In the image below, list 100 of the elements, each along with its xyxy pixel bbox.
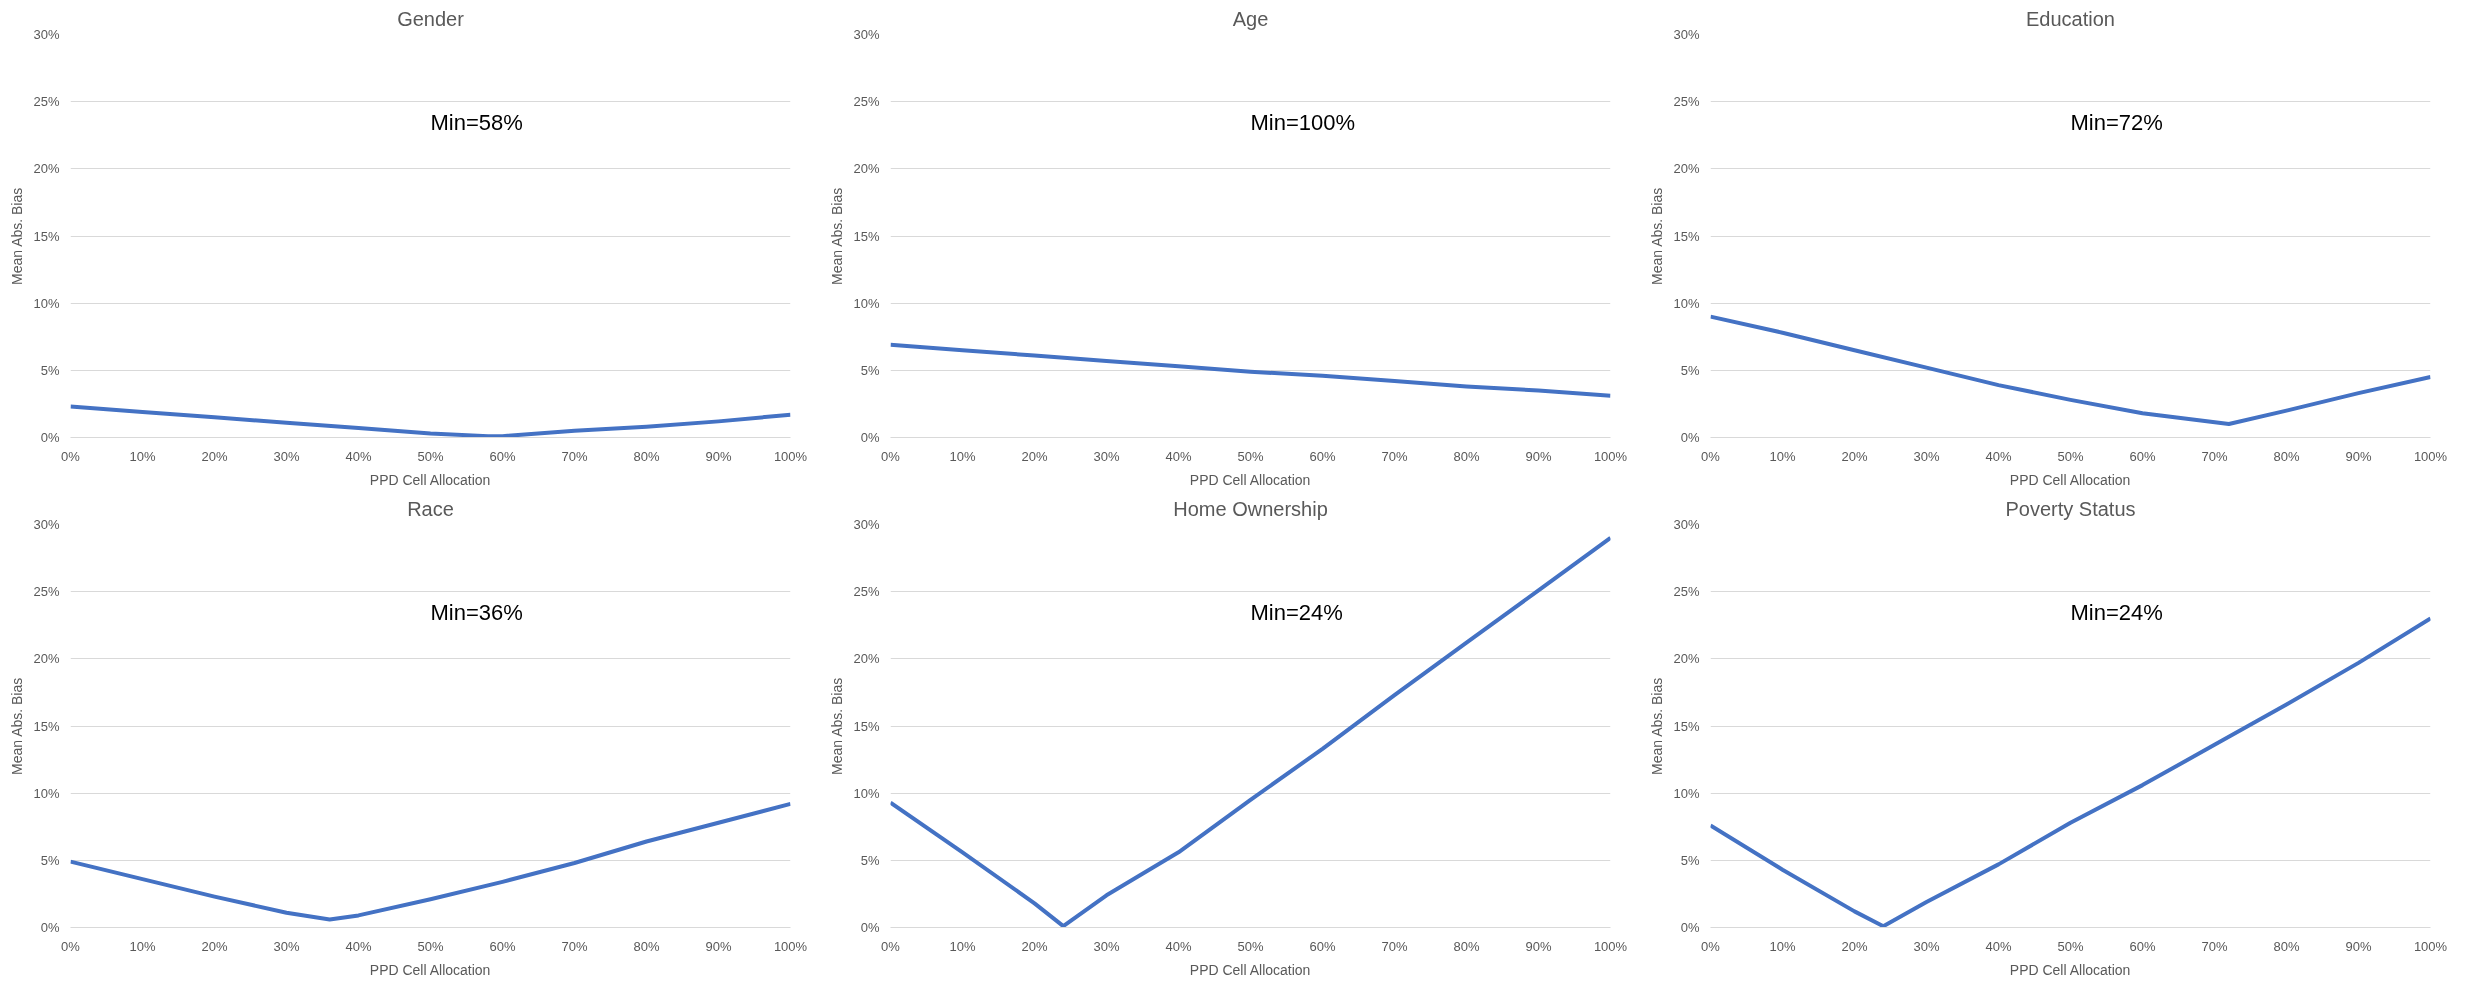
- x-tick-label: 0%: [881, 448, 901, 464]
- y-tick-label: 0%: [40, 920, 60, 935]
- x-tick-label: 70%: [561, 448, 588, 464]
- x-tick-label: 60%: [489, 938, 516, 954]
- y-tick-label: 20%: [853, 161, 880, 177]
- y-tick-label: 15%: [1673, 228, 1700, 244]
- annotation: Min=24%: [1250, 600, 1343, 626]
- y-tick-label: 10%: [33, 295, 60, 311]
- y-tick-label: 25%: [33, 584, 60, 600]
- x-tick-label: 10%: [1769, 448, 1796, 464]
- x-tick-label: 0%: [61, 448, 81, 464]
- x-tick-label: 90%: [1525, 938, 1552, 954]
- x-tick-label: 80%: [2273, 938, 2300, 954]
- x-tick-label: 20%: [201, 938, 228, 954]
- x-axis-title: PPD Cell Allocation: [369, 471, 491, 488]
- y-axis-title: Mean Abs. Bias: [1649, 677, 1666, 776]
- x-tick-label: 60%: [489, 448, 516, 464]
- x-tick-label: 40%: [1165, 448, 1192, 464]
- y-tick-label: 30%: [33, 517, 60, 532]
- x-tick-label: 0%: [881, 938, 901, 954]
- x-tick-label: 90%: [705, 448, 732, 464]
- y-tick-label: 20%: [853, 651, 880, 667]
- y-tick-label: 15%: [853, 718, 880, 734]
- x-tick-label: 60%: [2129, 448, 2156, 464]
- y-tick-label: 5%: [40, 362, 60, 378]
- annotation: Min=36%: [430, 600, 523, 626]
- y-tick-label: 0%: [40, 430, 60, 445]
- x-tick-label: 20%: [1841, 448, 1868, 464]
- y-tick-label: 10%: [1673, 785, 1700, 801]
- y-axis-title: Mean Abs. Bias: [1649, 187, 1666, 286]
- x-axis-title: PPD Cell Allocation: [2009, 471, 2131, 488]
- x-tick-label: 0%: [1701, 938, 1721, 954]
- y-tick-label: 25%: [1673, 584, 1700, 600]
- x-tick-label: 50%: [417, 448, 444, 464]
- x-tick-label: 70%: [1381, 938, 1408, 954]
- y-tick-label: 30%: [1673, 517, 1700, 532]
- x-tick-label: 40%: [1985, 448, 2012, 464]
- x-tick-label: 70%: [561, 938, 588, 954]
- y-tick-label: 5%: [1680, 362, 1700, 378]
- x-tick-label: 30%: [1913, 938, 1940, 954]
- x-tick-label: 100%: [1593, 448, 1628, 464]
- y-tick-label: 20%: [33, 651, 60, 667]
- x-axis-title: PPD Cell Allocation: [369, 961, 491, 978]
- y-tick-label: 10%: [853, 785, 880, 801]
- x-tick-label: 30%: [273, 938, 300, 954]
- x-tick-label: 90%: [2345, 448, 2372, 464]
- x-tick-label: 20%: [1021, 448, 1048, 464]
- y-tick-label: 0%: [860, 430, 880, 445]
- x-tick-label: 70%: [1381, 448, 1408, 464]
- annotation: Min=58%: [430, 110, 523, 136]
- y-axis-title: Mean Abs. Bias: [829, 187, 846, 286]
- x-tick-label: 10%: [1769, 938, 1796, 954]
- y-tick-label: 0%: [860, 920, 880, 935]
- x-tick-label: 40%: [345, 938, 372, 954]
- x-tick-label: 80%: [2273, 448, 2300, 464]
- y-axis-title: Mean Abs. Bias: [829, 677, 846, 776]
- x-tick-label: 80%: [633, 448, 660, 464]
- x-tick-label: 50%: [1237, 448, 1264, 464]
- x-axis-title: PPD Cell Allocation: [1189, 471, 1311, 488]
- y-axis-title: Mean Abs. Bias: [9, 677, 26, 776]
- annotation: Min=100%: [1250, 110, 1356, 136]
- x-tick-label: 100%: [773, 448, 808, 464]
- y-tick-label: 30%: [853, 517, 880, 532]
- x-tick-label: 80%: [1453, 938, 1480, 954]
- y-tick-label: 25%: [33, 94, 60, 110]
- chart-title: Race: [407, 497, 454, 520]
- y-tick-label: 15%: [33, 228, 60, 244]
- y-tick-label: 25%: [853, 584, 880, 600]
- x-tick-label: 50%: [2057, 938, 2084, 954]
- x-tick-label: 30%: [1913, 448, 1940, 464]
- y-tick-label: 20%: [1673, 161, 1700, 177]
- annotation: Min=72%: [2070, 110, 2163, 136]
- x-tick-label: 100%: [2413, 448, 2448, 464]
- chart-title: Education: [2026, 7, 2115, 30]
- y-tick-label: 0%: [1680, 430, 1700, 445]
- y-tick-label: 20%: [1673, 651, 1700, 667]
- x-tick-label: 0%: [1701, 448, 1721, 464]
- x-axis-title: PPD Cell Allocation: [1189, 961, 1311, 978]
- y-tick-label: 5%: [1680, 852, 1700, 868]
- x-tick-label: 100%: [773, 938, 808, 954]
- y-axis-title: Mean Abs. Bias: [9, 187, 26, 286]
- x-tick-label: 40%: [345, 448, 372, 464]
- y-tick-label: 20%: [33, 161, 60, 177]
- annotation: Min=24%: [2070, 600, 2163, 626]
- chart-title: Home Ownership: [1173, 497, 1328, 520]
- y-tick-label: 15%: [1673, 718, 1700, 734]
- y-tick-label: 0%: [1680, 920, 1700, 935]
- y-tick-label: 10%: [853, 295, 880, 311]
- chart-title: Gender: [397, 7, 465, 30]
- x-tick-label: 90%: [1525, 448, 1552, 464]
- x-tick-label: 0%: [61, 938, 81, 954]
- x-tick-label: 10%: [129, 448, 156, 464]
- x-axis-title: PPD Cell Allocation: [2009, 961, 2131, 978]
- y-tick-label: 30%: [853, 27, 880, 42]
- x-tick-label: 80%: [633, 938, 660, 954]
- x-tick-label: 30%: [1093, 938, 1120, 954]
- y-tick-label: 5%: [860, 852, 880, 868]
- y-tick-label: 10%: [1673, 295, 1700, 311]
- x-tick-label: 70%: [2201, 448, 2228, 464]
- y-tick-label: 25%: [853, 94, 880, 110]
